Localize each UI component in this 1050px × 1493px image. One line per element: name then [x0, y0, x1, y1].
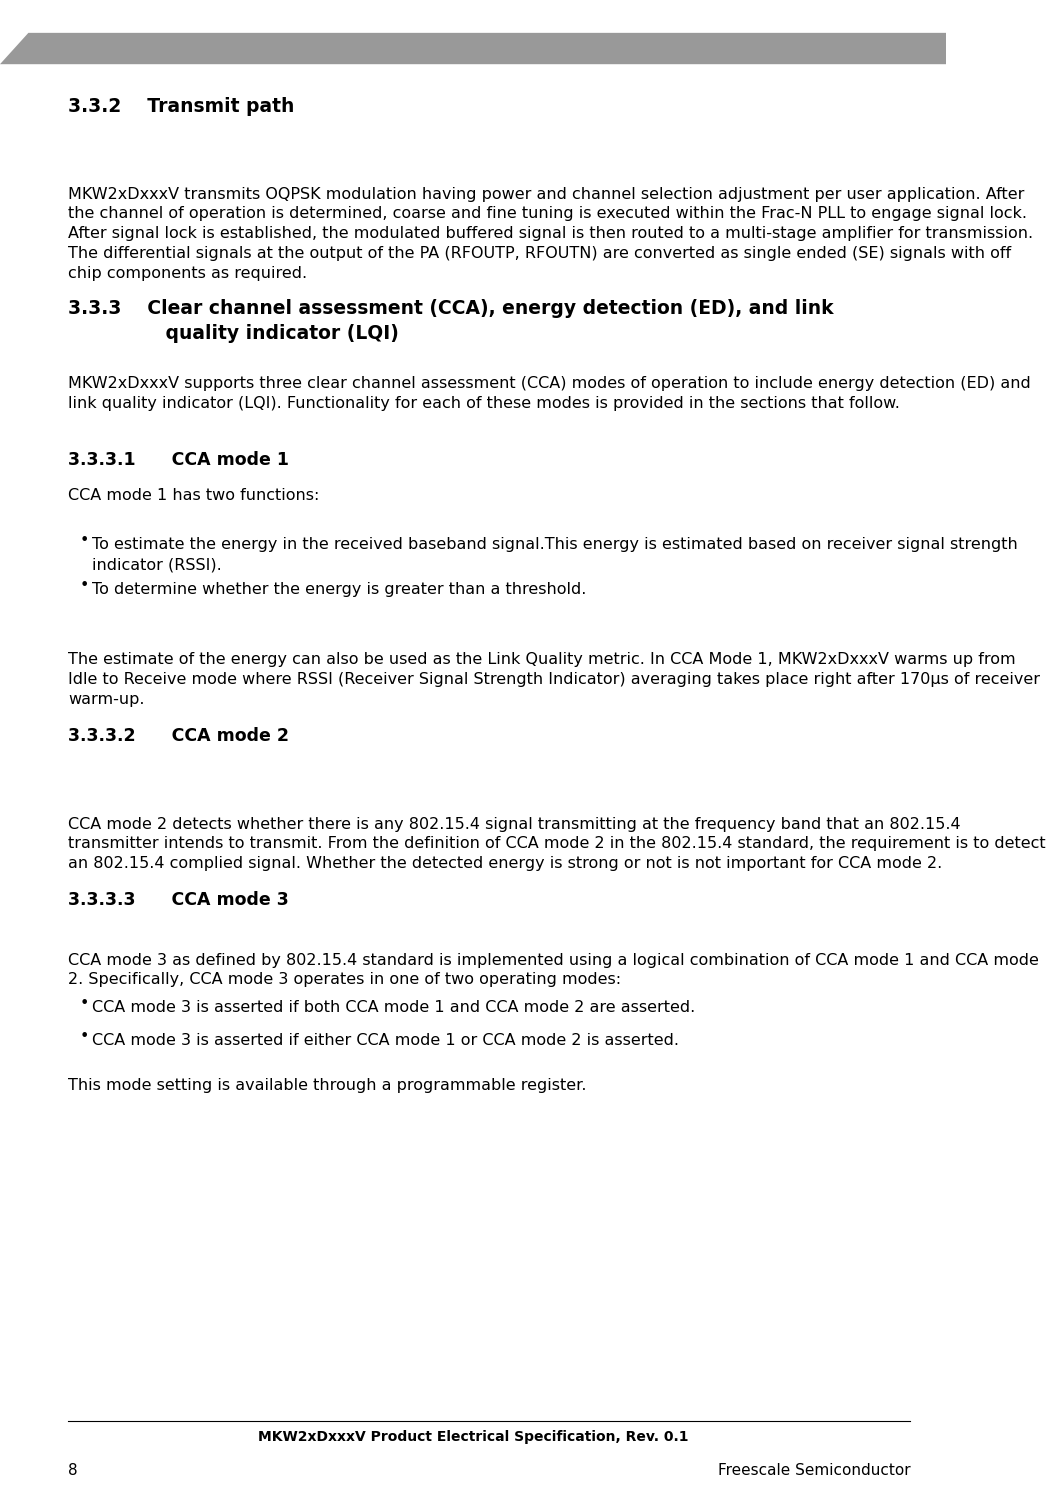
- Text: CCA mode 1 has two functions:: CCA mode 1 has two functions:: [68, 488, 319, 503]
- Text: 3.3.3    Clear channel assessment (CCA), energy detection (ED), and link
       : 3.3.3 Clear channel assessment (CCA), en…: [68, 299, 834, 342]
- Text: MKW2xDxxxV transmits OQPSK modulation having power and channel selection adjustm: MKW2xDxxxV transmits OQPSK modulation ha…: [68, 187, 1033, 281]
- Text: •: •: [80, 533, 89, 548]
- Text: 3.3.3.3      CCA mode 3: 3.3.3.3 CCA mode 3: [68, 891, 289, 909]
- Text: This mode setting is available through a programmable register.: This mode setting is available through a…: [68, 1078, 587, 1093]
- Text: 3.3.2    Transmit path: 3.3.2 Transmit path: [68, 97, 294, 116]
- Text: •: •: [80, 996, 89, 1011]
- Text: To estimate the energy in the received baseband signal.This energy is estimated : To estimate the energy in the received b…: [91, 537, 1017, 572]
- Text: 3.3.3.2      CCA mode 2: 3.3.3.2 CCA mode 2: [68, 727, 289, 745]
- Text: 8: 8: [68, 1463, 78, 1478]
- Text: To determine whether the energy is greater than a threshold.: To determine whether the energy is great…: [91, 582, 586, 597]
- Text: CCA mode 3 is asserted if both CCA mode 1 and CCA mode 2 are asserted.: CCA mode 3 is asserted if both CCA mode …: [91, 1000, 695, 1015]
- Text: 3.3.3.1      CCA mode 1: 3.3.3.1 CCA mode 1: [68, 451, 289, 469]
- Text: CCA mode 3 as defined by 802.15.4 standard is implemented using a logical combin: CCA mode 3 as defined by 802.15.4 standa…: [68, 953, 1040, 987]
- Text: The estimate of the energy can also be used as the Link Quality metric. In CCA M: The estimate of the energy can also be u…: [68, 652, 1041, 708]
- Text: •: •: [80, 1029, 89, 1044]
- Text: CCA mode 2 detects whether there is any 802.15.4 signal transmitting at the freq: CCA mode 2 detects whether there is any …: [68, 817, 1046, 872]
- Text: MKW2xDxxxV supports three clear channel assessment (CCA) modes of operation to i: MKW2xDxxxV supports three clear channel …: [68, 376, 1031, 411]
- Text: Freescale Semiconductor: Freescale Semiconductor: [718, 1463, 910, 1478]
- Polygon shape: [0, 33, 946, 64]
- Text: MKW2xDxxxV Product Electrical Specification, Rev. 0.1: MKW2xDxxxV Product Electrical Specificat…: [258, 1430, 689, 1444]
- Text: •: •: [80, 578, 89, 593]
- Text: CCA mode 3 is asserted if either CCA mode 1 or CCA mode 2 is asserted.: CCA mode 3 is asserted if either CCA mod…: [91, 1033, 678, 1048]
